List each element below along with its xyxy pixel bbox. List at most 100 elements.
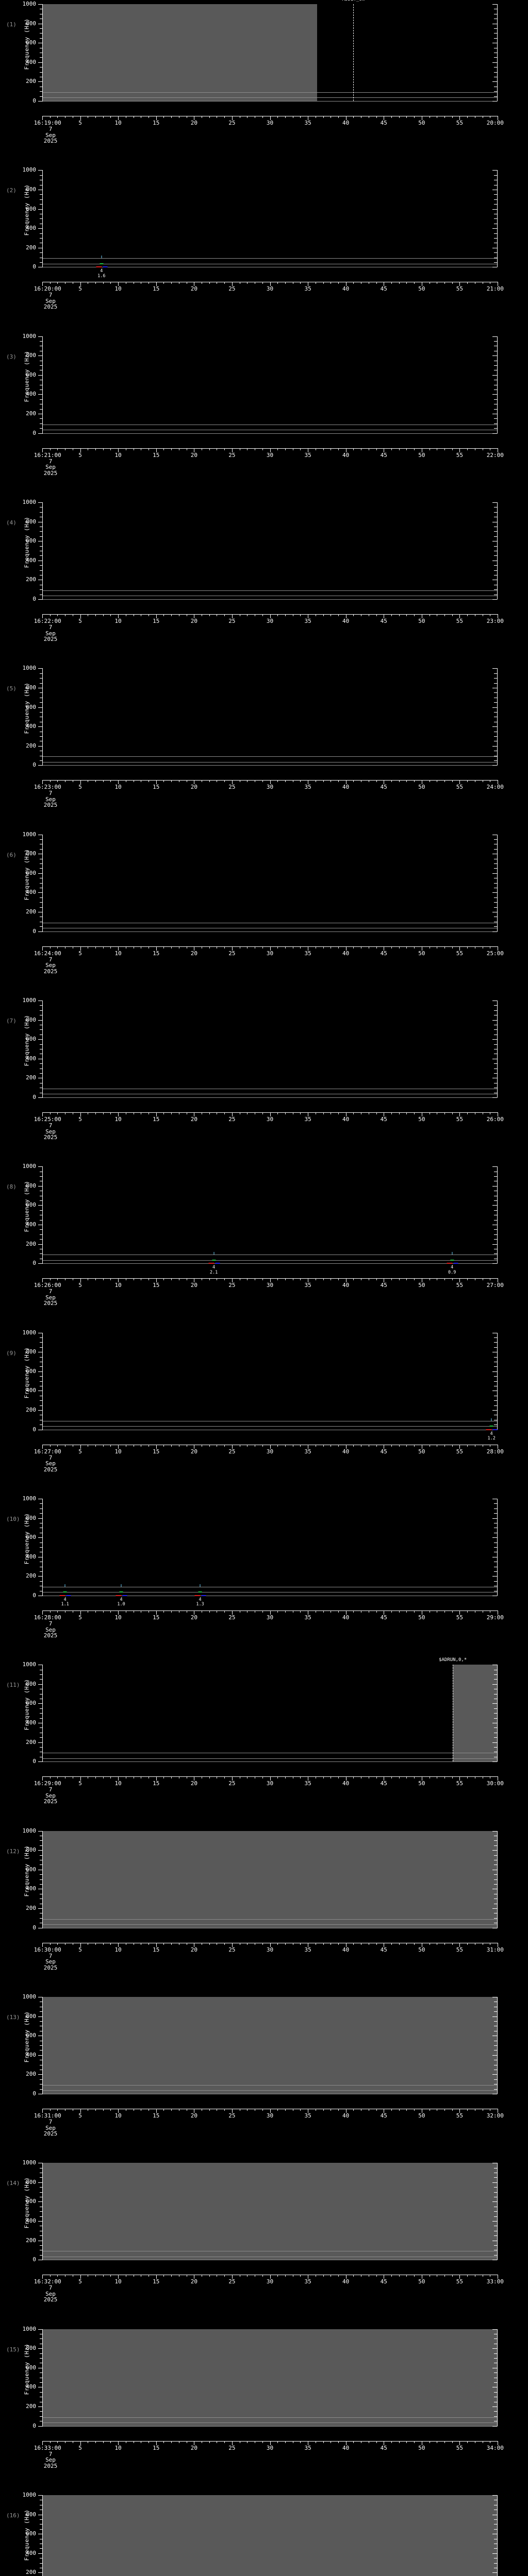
x-axis-tick-label: 16:24:00: [34, 950, 61, 957]
event-value: 0.9: [448, 1269, 456, 1275]
x-axis-tick: [57, 282, 58, 284]
y-axis-tick: [40, 1845, 43, 1846]
y-axis-tick: [40, 1200, 43, 1201]
x-axis-tick: [171, 1942, 172, 1945]
x-axis-tick: [103, 1444, 104, 1447]
x-axis-tick: [262, 1942, 263, 1945]
x-axis-tick: [50, 1444, 51, 1447]
x-axis-tick-label: 25: [228, 1448, 236, 1455]
x-axis-tick: [156, 2108, 157, 2113]
y-axis-tick: [40, 1547, 43, 1548]
y-axis-tick-right: [494, 1855, 497, 1856]
y-axis-spine-right: [497, 834, 498, 931]
event-count: 4: [120, 1597, 123, 1602]
plot-panel: (9) Frequency (Hz) 0 200 400 600 800 1000 4 1.2 16…: [0, 1323, 528, 1489]
x-axis-tick: [110, 1610, 111, 1613]
x-axis-tick: [247, 946, 248, 948]
x-axis-tick: [148, 2275, 150, 2277]
x-axis-tick: [452, 1444, 453, 1447]
x-axis-tick: [459, 780, 460, 785]
y-axis-tick: [40, 1503, 43, 1504]
y-axis-tick-label: 0: [32, 97, 36, 104]
y-axis-tick: [40, 907, 43, 908]
x-axis-tick: [118, 116, 119, 120]
y-axis-tick: [38, 1684, 43, 1685]
y-axis-tick-right: [494, 863, 497, 865]
date-line: Sep: [45, 2290, 56, 2297]
x-axis-tick: [452, 1278, 453, 1281]
x-axis-tick: [414, 2275, 415, 2277]
x-axis-tick: [376, 614, 377, 616]
x-axis-tick: [285, 116, 286, 118]
annotation-label: $ADRUN,0,*: [439, 1657, 467, 1663]
x-axis-tick-label: 16:29:00: [34, 1780, 61, 1787]
x-axis-tick-label: 5: [78, 1780, 82, 1787]
x-axis-tick: [118, 2108, 119, 2113]
x-axis-tick: [353, 1444, 354, 1447]
x-axis-date-stack: 7 Sep 2025: [44, 957, 58, 975]
x-axis-tick-label: 10: [114, 1946, 122, 1953]
y-axis-tick-right: [492, 931, 497, 932]
y-axis-tick-right: [494, 2416, 497, 2417]
x-axis-tick: [285, 1776, 286, 1779]
x-axis-tick: [148, 946, 150, 948]
y-axis-tick: [40, 194, 43, 195]
x-axis-tick: [171, 2441, 172, 2443]
panel-number-label: (3): [6, 353, 16, 360]
x-axis-tick: [232, 2108, 233, 2113]
y-axis-tick-right: [492, 1576, 497, 1577]
date-line: 7: [48, 2118, 53, 2125]
x-axis-tick: [406, 448, 407, 450]
y-axis-tick-label: 1000: [22, 166, 37, 174]
x-axis-tick-label: 15: [153, 1614, 160, 1621]
y-axis-tick-right: [492, 1205, 497, 1206]
y-axis-tick: [38, 2348, 43, 2349]
y-axis-tick: [40, 252, 43, 253]
y-axis-tick: [40, 2529, 43, 2530]
y-axis-spine-right: [497, 2495, 498, 2576]
x-axis-tick-label: 40: [342, 1282, 350, 1289]
y-axis-tick: [40, 1381, 43, 1382]
x-axis-tick-label: 28:00: [486, 1448, 504, 1455]
y-axis-tick: [40, 863, 43, 865]
x-axis-tick: [406, 282, 407, 284]
x-axis-tick: [399, 946, 400, 948]
x-axis-tick: [262, 282, 263, 284]
y-axis-tick: [38, 375, 43, 376]
reference-gridline: [42, 599, 498, 600]
y-axis-tick-right: [494, 2216, 497, 2217]
y-axis-tick: [40, 1073, 43, 1074]
y-axis-tick: [38, 2016, 43, 2017]
y-axis-tick-label: 200: [26, 78, 36, 85]
x-axis-tick: [163, 282, 164, 284]
x-axis-tick: [285, 1444, 286, 1447]
x-axis-tick: [459, 1776, 460, 1781]
x-axis-tick-label: 20: [190, 1115, 197, 1123]
x-axis-tick: [110, 614, 111, 616]
y-axis-tick-right: [492, 726, 497, 727]
y-axis-tick: [38, 209, 43, 210]
x-axis-tick: [95, 2108, 96, 2111]
y-axis-spine-right: [497, 1996, 498, 2094]
y-axis-tick: [40, 2089, 43, 2090]
x-axis-tick-label: 29:00: [486, 1614, 504, 1621]
x-axis-tick: [353, 2275, 354, 2277]
y-axis-tick-right: [494, 1874, 497, 1875]
x-axis-tick: [376, 448, 377, 450]
x-axis-tick: [262, 614, 263, 616]
x-axis-tick-label: 26:00: [486, 1115, 504, 1123]
x-axis-tick-label: 45: [380, 1448, 387, 1455]
y-axis-tick-label: 200: [26, 742, 36, 749]
x-axis-tick-label: 20: [190, 1614, 197, 1621]
x-axis-tick-label: 55: [456, 784, 464, 791]
y-axis-tick-right: [494, 2382, 497, 2383]
event-marker-blue: [453, 1263, 458, 1264]
x-axis-tick: [95, 282, 96, 284]
x-axis-tick: [452, 2108, 453, 2111]
x-axis-tick: [414, 780, 415, 783]
no-data-region: [42, 2329, 498, 2426]
y-axis-tick: [38, 1166, 43, 1167]
x-axis-tick: [414, 1444, 415, 1447]
x-axis-tick-label: 50: [418, 1448, 425, 1455]
x-axis-tick: [148, 448, 150, 450]
